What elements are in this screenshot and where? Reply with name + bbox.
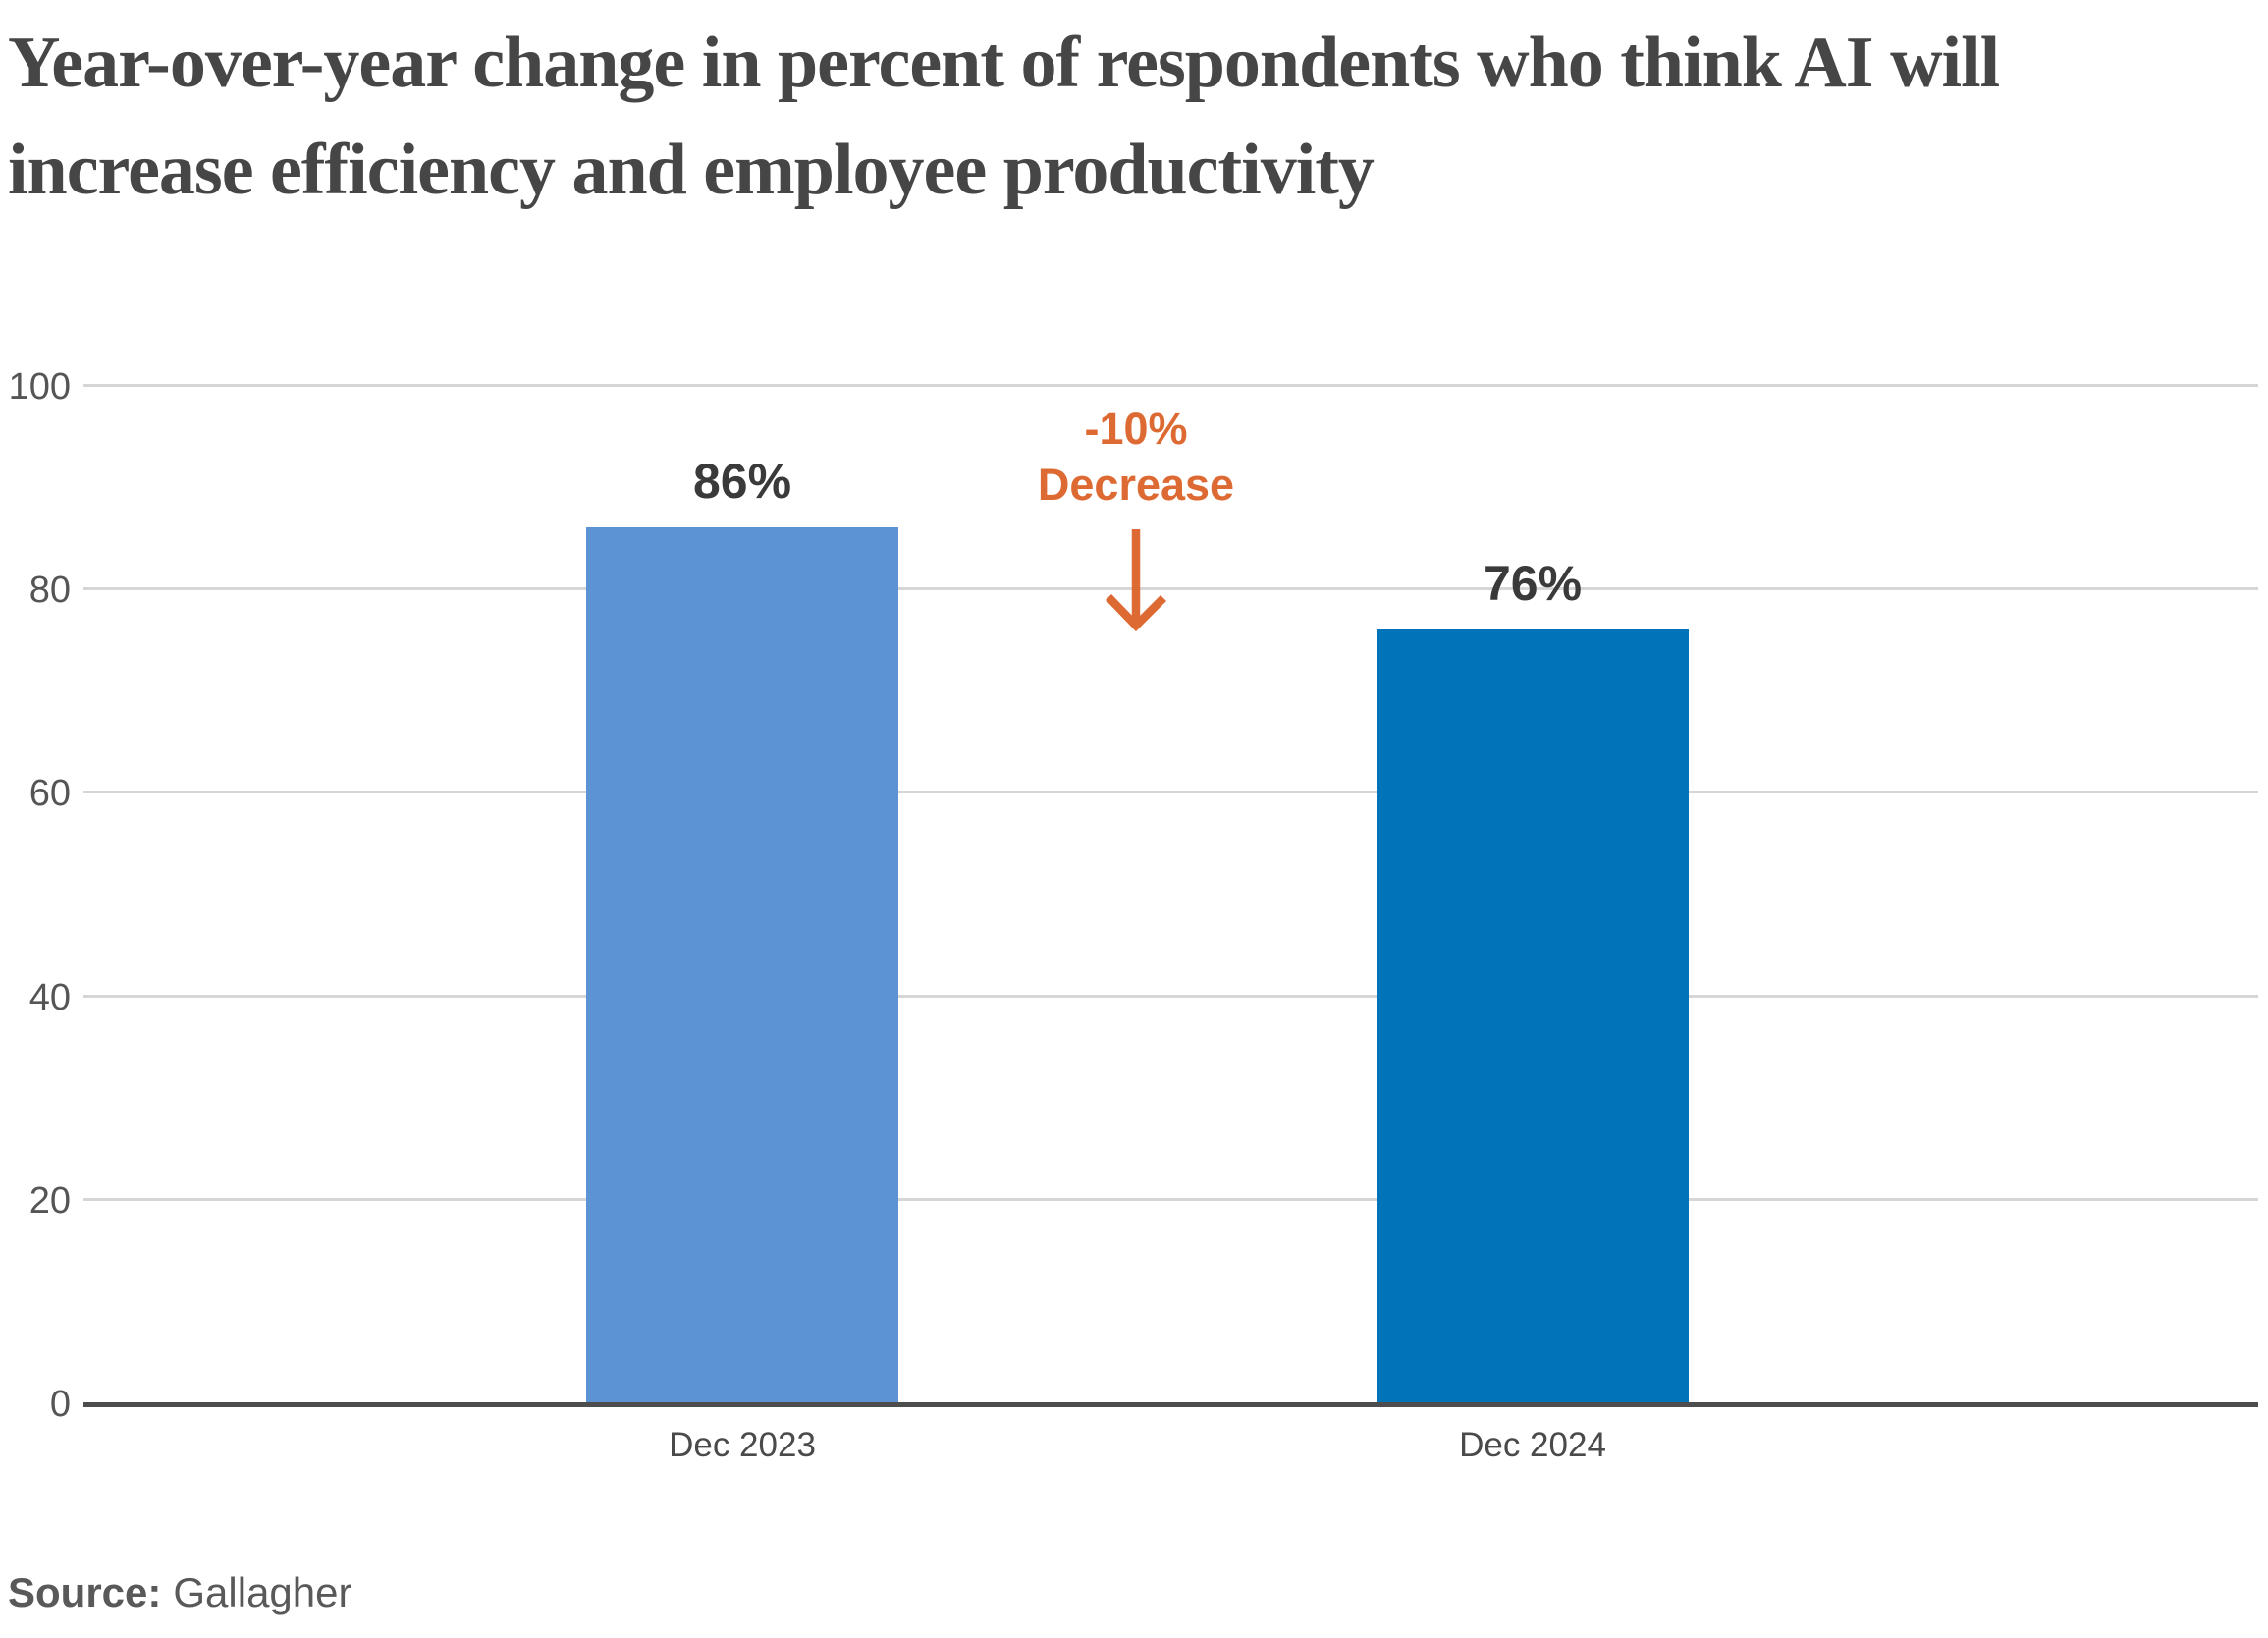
plot-area: 86% 76% — [83, 384, 2258, 1407]
bar-dec-2023 — [586, 527, 898, 1402]
y-tick-label-100: 100 — [8, 366, 71, 408]
y-tick-label-60: 60 — [28, 773, 71, 815]
down-arrow-icon — [1105, 529, 1167, 632]
y-tick-label-40: 40 — [28, 976, 71, 1018]
y-tick-label-0: 0 — [49, 1384, 71, 1425]
chart-title: Year-over-year change in percent of resp… — [8, 10, 2000, 224]
source-line: Source: Gallagher — [8, 1567, 351, 1618]
gridline-60 — [83, 791, 2258, 794]
gridline-100 — [83, 384, 2258, 387]
y-tick-label-80: 80 — [28, 570, 71, 612]
category-label-dec-2023: Dec 2023 — [669, 1426, 816, 1464]
source-label: Source: — [8, 1569, 162, 1615]
chart-title-line2: increase efficiency and employee product… — [8, 130, 1375, 210]
x-axis-line — [83, 1402, 2258, 1407]
chart-title-line1: Year-over-year change in percent of resp… — [8, 23, 2000, 103]
decrease-annotation: -10% Decrease — [940, 401, 1332, 513]
gridline-20 — [83, 1197, 2258, 1201]
bar-value-label-dec-2024: 76% — [1483, 555, 1583, 611]
category-label-dec-2024: Dec 2024 — [1459, 1426, 1606, 1464]
source-value: Gallagher — [173, 1569, 352, 1615]
annotation-change-value: -10% — [1084, 404, 1188, 454]
bars-layer: 86% 76% — [83, 385, 2258, 1402]
annotation-change-text: Decrease — [1037, 460, 1235, 510]
gridlines-layer — [83, 384, 2258, 1402]
gridline-40 — [83, 994, 2258, 998]
y-tick-label-20: 20 — [28, 1179, 71, 1222]
gridline-80 — [83, 587, 2258, 591]
bar-value-label-dec-2023: 86% — [692, 454, 792, 510]
bar-dec-2024 — [1377, 628, 1689, 1402]
